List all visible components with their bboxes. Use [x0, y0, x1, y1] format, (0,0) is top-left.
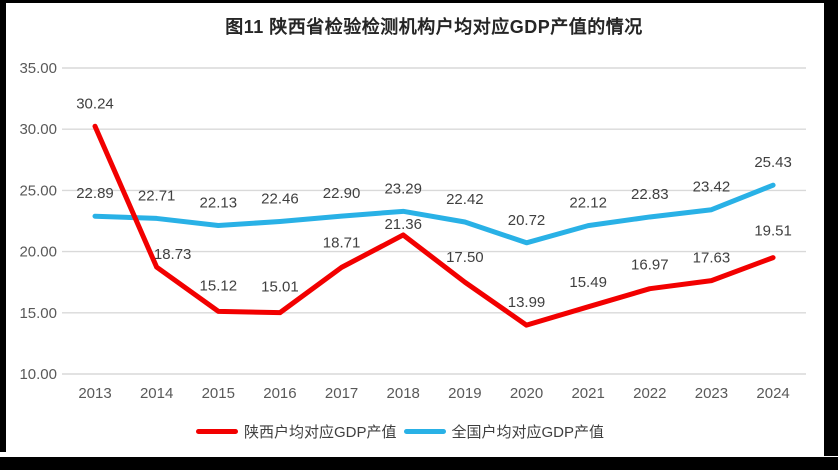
y-tick-label: 30.00 — [19, 121, 57, 138]
x-tick-label: 2022 — [633, 385, 666, 402]
data-label: 18.73 — [154, 246, 192, 263]
data-label: 23.42 — [693, 179, 731, 196]
x-tick-label: 2014 — [140, 385, 173, 402]
x-tick-label: 2020 — [510, 385, 543, 402]
data-label: 22.46 — [261, 190, 299, 207]
image-border-top — [0, 0, 838, 3]
x-tick-label: 2015 — [202, 385, 235, 402]
shaanxi-line — [92, 123, 776, 328]
legend-label-national: 全国户均对应GDP产值 — [451, 423, 605, 441]
chart-title: 图11 陕西省检验检测机构户均对应GDP产值的情况 — [225, 17, 643, 37]
x-tick-label: 2024 — [756, 385, 789, 402]
data-label: 19.51 — [754, 223, 792, 240]
chart-legend: 陕西户均对应GDP产值 全国户均对应GDP产值 — [0, 421, 800, 441]
y-tick-label: 35.00 — [19, 60, 57, 77]
data-label: 15.01 — [261, 279, 299, 296]
data-label: 20.72 — [508, 212, 546, 229]
legend-swatch-shaanxi-line — [195, 428, 238, 434]
data-label: 18.71 — [323, 234, 361, 251]
data-label: 25.43 — [754, 154, 792, 171]
legend-label-shaanxi: 陕西户均对应GDP产值 — [243, 423, 397, 441]
x-tick-label: 2021 — [571, 385, 604, 402]
data-label: 21.36 — [384, 216, 422, 233]
data-label: 13.99 — [508, 294, 546, 311]
data-label: 30.24 — [76, 95, 114, 112]
x-tick-label: 2017 — [325, 385, 358, 402]
national-line — [92, 182, 776, 246]
data-label: 22.90 — [323, 185, 361, 202]
data-label: 22.13 — [200, 195, 238, 212]
image-border-bottom — [0, 457, 838, 470]
y-tick-label: 15.00 — [19, 305, 57, 322]
data-label: 16.97 — [631, 257, 669, 274]
x-tick-label: 2013 — [78, 385, 111, 402]
data-label: 22.89 — [76, 185, 114, 202]
y-tick-label: 25.00 — [19, 182, 57, 199]
data-label: 15.12 — [200, 277, 238, 294]
x-tick-label: 2016 — [263, 385, 296, 402]
legend-item-national: 全国户均对应GDP产值 — [403, 421, 605, 442]
image-border-left — [0, 0, 6, 452]
image-border-right — [824, 0, 838, 456]
x-tick-label: 2023 — [695, 385, 728, 402]
data-label: 15.49 — [569, 274, 607, 291]
data-label: 22.42 — [446, 191, 484, 208]
data-label: 23.29 — [384, 180, 422, 197]
data-label: 17.50 — [446, 249, 484, 266]
legend-item-shaanxi: 陕西户均对应GDP产值 — [195, 421, 397, 442]
y-tick-label: 20.00 — [19, 244, 57, 261]
data-label: 22.12 — [569, 195, 607, 212]
x-tick-label: 2019 — [448, 385, 481, 402]
data-label: 17.63 — [693, 250, 731, 267]
legend-swatch-national-line — [403, 428, 446, 434]
x-tick-label: 2018 — [387, 385, 420, 402]
data-label: 22.83 — [631, 186, 669, 203]
y-tick-label: 10.00 — [19, 366, 57, 383]
data-label: 22.71 — [138, 187, 176, 204]
